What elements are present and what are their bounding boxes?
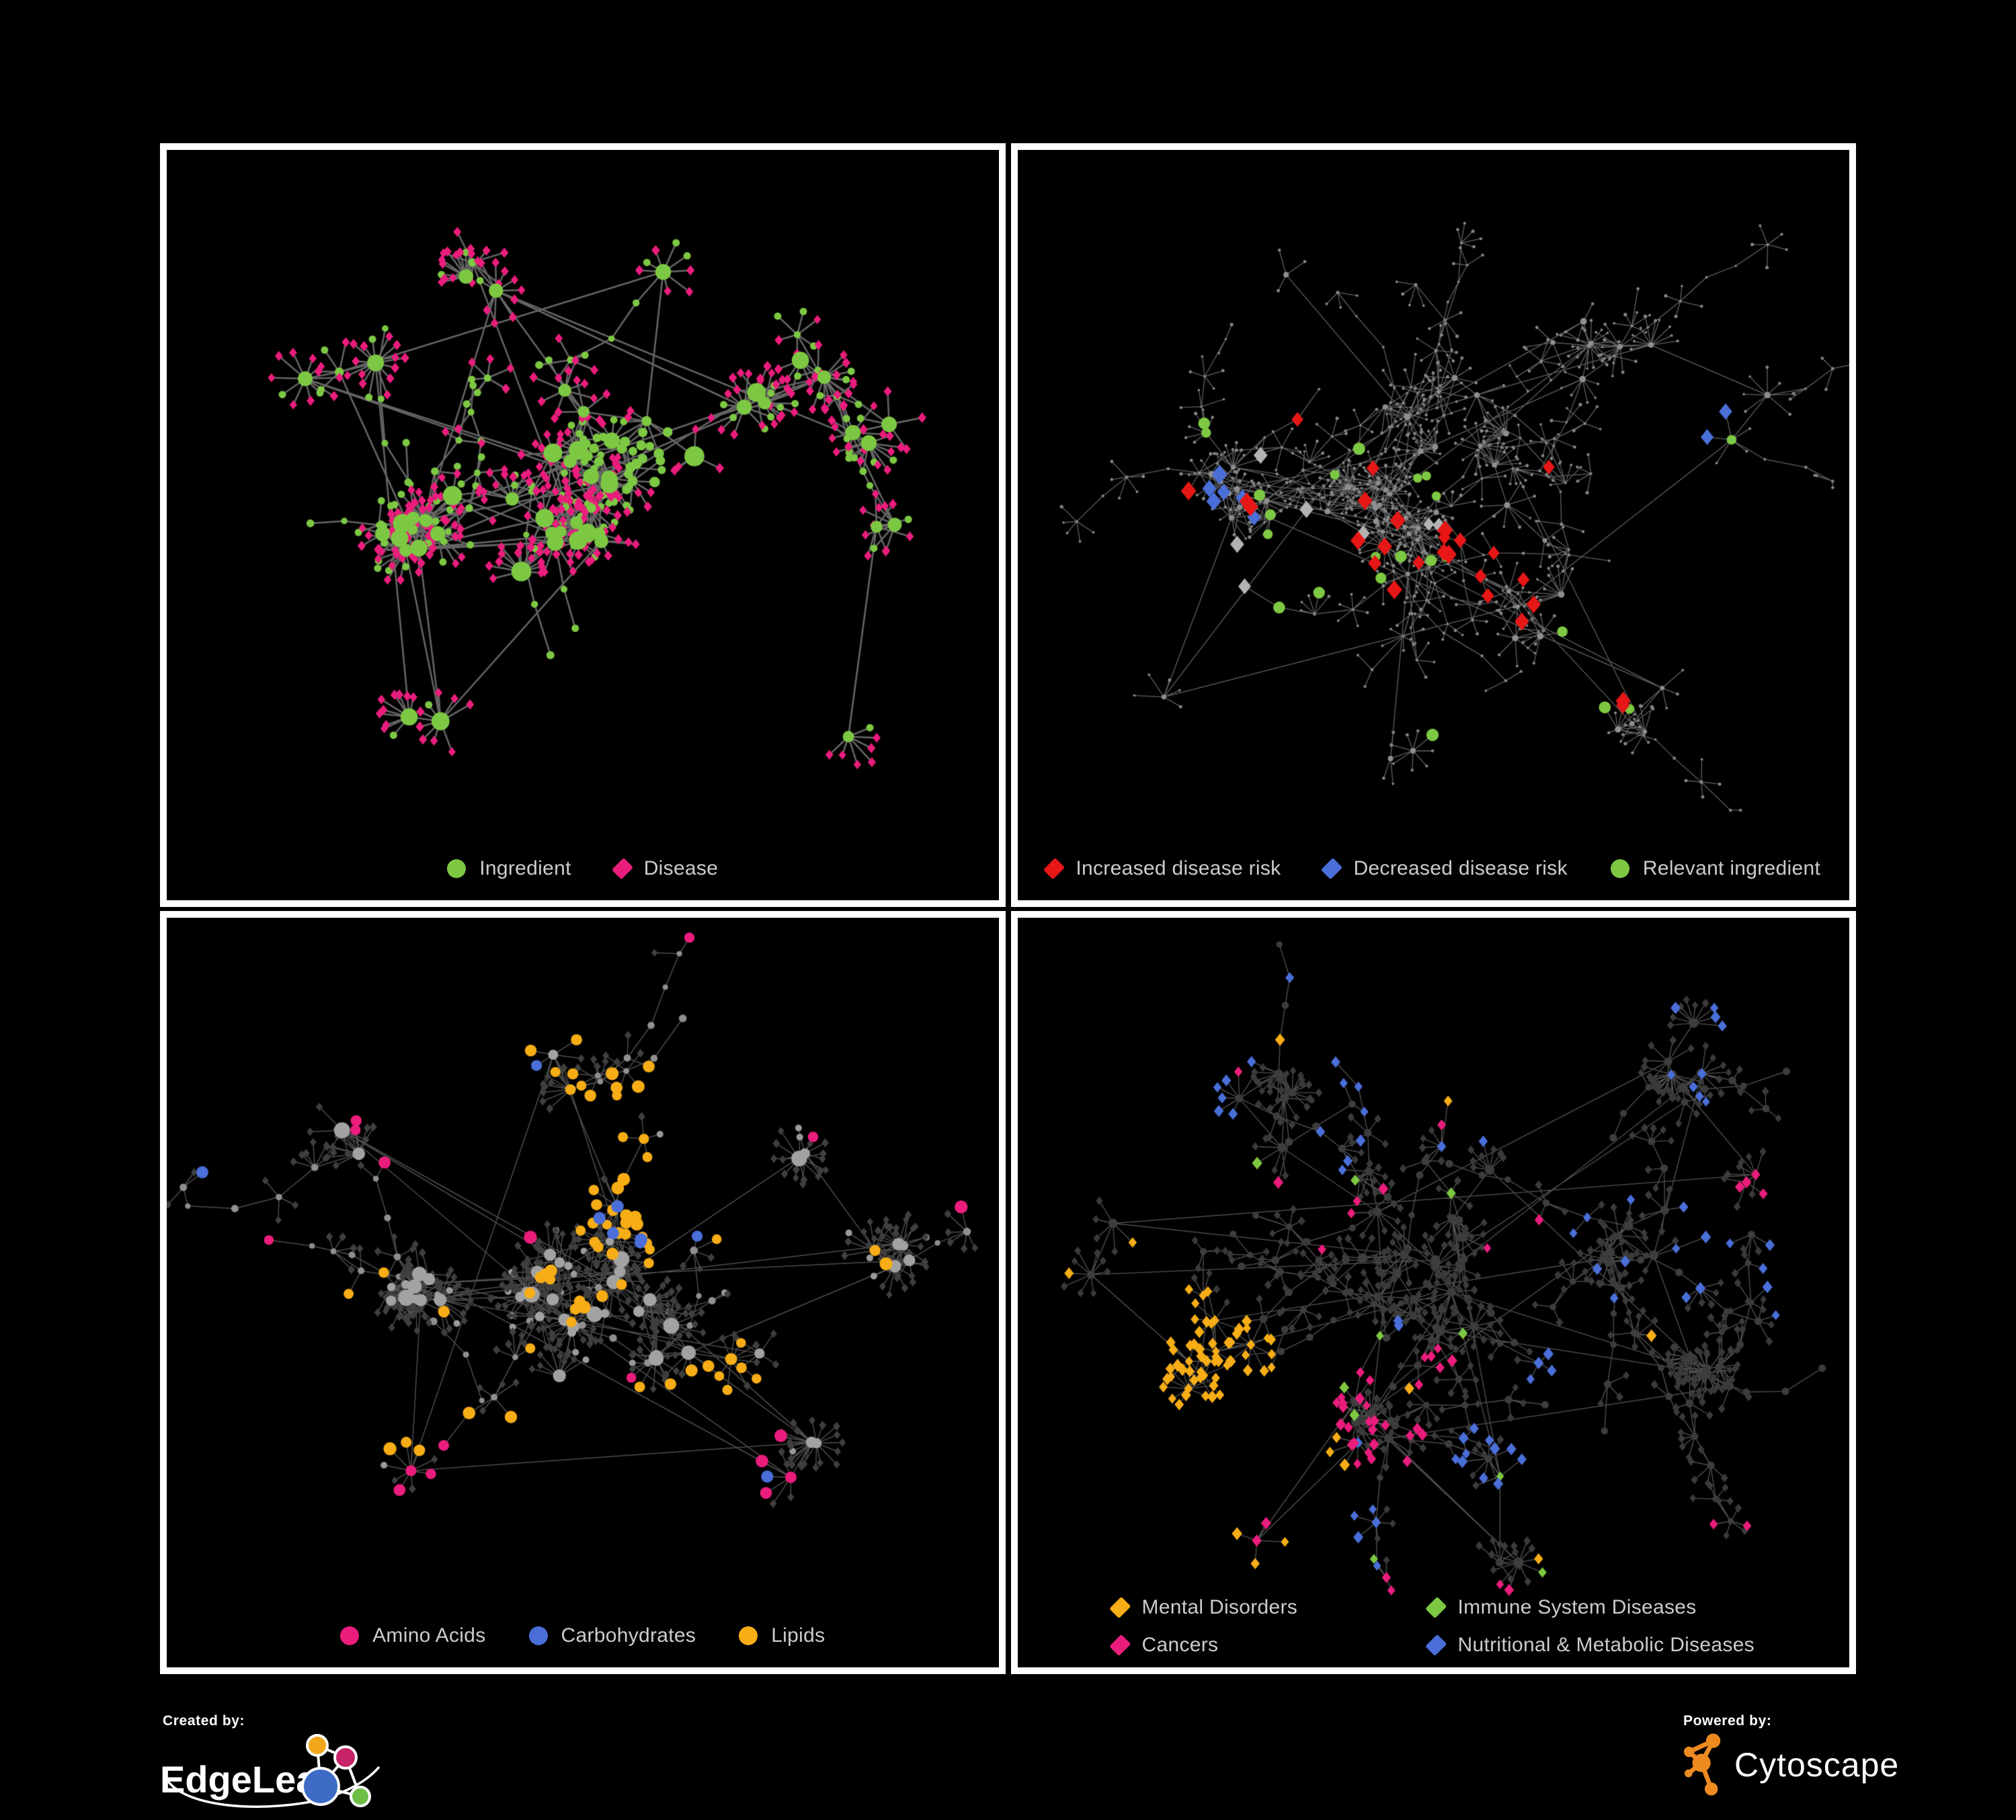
legend-item: Increased disease risk bbox=[1043, 857, 1281, 880]
network-disease-classes bbox=[1017, 917, 1849, 1667]
legend-item-label: Amino Acids bbox=[372, 1624, 486, 1647]
diamond-swatch-icon bbox=[611, 857, 633, 879]
panel-disease-classes: Mental Disorders Immune System Diseases Ca… bbox=[1010, 910, 1856, 1674]
circle-swatch-icon bbox=[528, 1626, 548, 1645]
legend-item-label: Mental Disorders bbox=[1141, 1596, 1298, 1618]
panel-ingredient-disease: Ingredient Disease bbox=[160, 143, 1006, 907]
panel-disease-risk: Increased disease risk Decreased disease … bbox=[1010, 143, 1856, 907]
legend-item-label: Disease bbox=[643, 857, 719, 879]
legend-item: Cancers bbox=[1109, 1634, 1428, 1657]
edgeleap-node-green bbox=[350, 1786, 371, 1807]
edgeleap-logo-graphic: EdgeLeap bbox=[160, 1734, 380, 1808]
legend-item: Carbohydrates bbox=[528, 1624, 696, 1647]
legend-item-label: Cancers bbox=[1141, 1634, 1219, 1656]
legend-item-label: Immune System Diseases bbox=[1457, 1596, 1697, 1618]
cytoscape-icon bbox=[1683, 1733, 1721, 1796]
network-ingredient-disease bbox=[167, 150, 999, 900]
edgeleap-node-magenta bbox=[333, 1745, 358, 1770]
diamond-swatch-icon bbox=[1109, 1596, 1131, 1619]
diamond-swatch-icon bbox=[1043, 857, 1065, 879]
legend-item-label: Decreased disease risk bbox=[1353, 857, 1568, 879]
legend-item: Amino Acids bbox=[340, 1624, 485, 1647]
legend-item-label: Ingredient bbox=[479, 857, 571, 879]
cytoscape-wordmark: Cytoscape bbox=[1734, 1746, 1900, 1784]
legend-item-label: Carbohydrates bbox=[561, 1624, 696, 1647]
legend-disease-classes: Mental Disorders Immune System Diseases Ca… bbox=[1109, 1596, 1755, 1657]
edgeleap-node-cluster bbox=[301, 1734, 371, 1807]
panel-grid: Ingredient Disease Increased disease risk… bbox=[160, 143, 1856, 1674]
legend-item: Disease bbox=[611, 857, 719, 880]
legend-item: Mental Disorders bbox=[1109, 1596, 1428, 1619]
legend-item: Decreased disease risk bbox=[1321, 857, 1568, 880]
diamond-swatch-icon bbox=[1425, 1634, 1447, 1657]
legend-item: Relevant ingredient bbox=[1610, 857, 1821, 880]
diamond-swatch-icon bbox=[1109, 1634, 1131, 1657]
legend-item-label: Relevant ingredient bbox=[1642, 857, 1821, 879]
edgeleap-swoosh bbox=[163, 1766, 380, 1808]
circle-swatch-icon bbox=[447, 859, 467, 878]
legend-item-label: Nutritional & Metabolic Diseases bbox=[1457, 1634, 1755, 1656]
circle-swatch-icon bbox=[340, 1626, 360, 1645]
legend-item: Lipids bbox=[739, 1624, 825, 1647]
legend-item: Immune System Diseases bbox=[1425, 1596, 1755, 1619]
legend-item: Nutritional & Metabolic Diseases bbox=[1425, 1634, 1755, 1657]
network-disease-risk bbox=[1017, 150, 1849, 900]
created-by-label: Created by: bbox=[163, 1713, 245, 1729]
legend-item-label: Increased disease risk bbox=[1076, 857, 1281, 879]
panel-macronutrients: Amino Acids Carbohydrates Lipids bbox=[160, 910, 1006, 1674]
cytoscape-logo: Cytoscape bbox=[1683, 1732, 1899, 1798]
edgeleap-node-blue bbox=[301, 1767, 340, 1806]
legend-disease-risk: Increased disease risk Decreased disease … bbox=[1018, 857, 1850, 880]
legend-item: Ingredient bbox=[447, 857, 571, 880]
edgeleap-node-orange bbox=[306, 1734, 329, 1757]
legend-ingredient-disease: Ingredient Disease bbox=[167, 857, 999, 880]
circle-swatch-icon bbox=[739, 1626, 758, 1645]
legend-item-label: Lipids bbox=[771, 1624, 825, 1647]
powered-by-label: Powered by: bbox=[1683, 1713, 1772, 1729]
circle-swatch-icon bbox=[1610, 859, 1629, 878]
network-macronutrients bbox=[167, 917, 999, 1667]
legend-macronutrients: Amino Acids Carbohydrates Lipids bbox=[167, 1624, 999, 1647]
diamond-swatch-icon bbox=[1321, 857, 1343, 879]
diamond-swatch-icon bbox=[1425, 1596, 1447, 1619]
edgeleap-logo: EdgeLeap bbox=[160, 1729, 395, 1818]
